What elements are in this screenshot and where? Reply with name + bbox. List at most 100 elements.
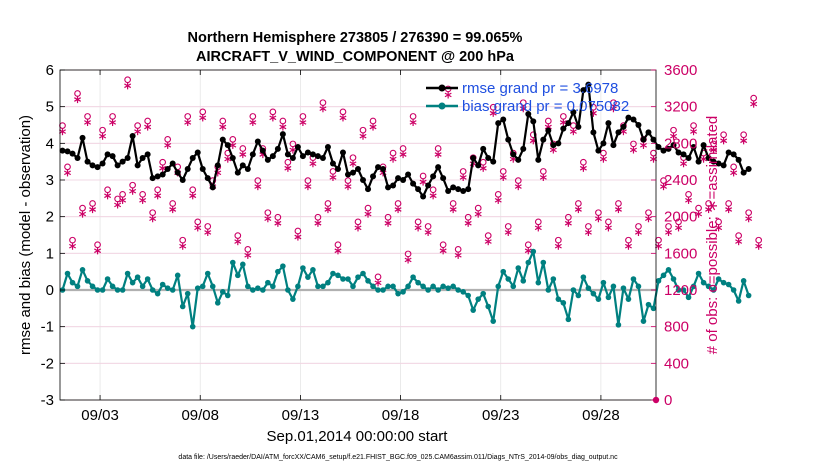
bias-point <box>595 296 602 302</box>
rmse-point <box>189 155 196 161</box>
obs-assimilated-marker <box>269 114 277 122</box>
obs-assimilated-marker <box>639 141 647 149</box>
rmse-point <box>710 158 717 165</box>
y2-tick-label: 2800 <box>664 135 697 152</box>
bias-point <box>310 267 316 273</box>
obs-assimilated-marker <box>334 247 342 255</box>
rmse-point <box>670 142 677 149</box>
obs-assimilated-marker <box>474 210 482 218</box>
bias-point <box>184 290 191 297</box>
obs-assimilated-marker <box>680 160 688 168</box>
y2-tick-label: 400 <box>664 355 689 372</box>
rmse-point <box>610 142 617 149</box>
rmse-point <box>74 155 81 161</box>
obs-assimilated-marker <box>194 224 202 232</box>
bias-point <box>605 294 612 301</box>
rmse-point <box>254 138 261 145</box>
obs-assimilated-marker <box>84 118 92 127</box>
rmse-point <box>465 186 472 193</box>
bias-point <box>330 270 336 277</box>
rmse-point <box>685 155 692 161</box>
obs-assimilated-marker <box>564 219 572 227</box>
plot-frame <box>59 69 657 401</box>
rmse-point <box>490 158 497 165</box>
bias-point <box>290 296 296 302</box>
rmse-point <box>535 156 542 163</box>
rmse-point <box>725 149 732 156</box>
rmse-point <box>435 164 442 171</box>
rmse-point <box>179 177 186 183</box>
obs-assimilated-marker <box>239 150 247 159</box>
obs-assimilated-marker <box>670 132 678 140</box>
bias-point <box>600 279 607 286</box>
obs-assimilated-marker <box>114 201 122 209</box>
chart-title-line-1: Northern Hemisphere 273805 / 276390 = 99… <box>188 30 523 46</box>
obs-assimilated-marker <box>349 160 357 168</box>
obs-assimilated-marker <box>219 123 227 131</box>
bias-point <box>525 259 532 266</box>
obs-assimilated-marker <box>750 100 758 108</box>
bias-point <box>94 287 101 293</box>
obs-possible-marker <box>720 131 727 139</box>
rmse-point <box>495 120 502 127</box>
rmse-point <box>64 148 71 155</box>
rmse-point <box>355 166 361 172</box>
y-tick-label: 5 <box>46 99 54 116</box>
rmse-point <box>134 162 141 169</box>
bias-point <box>390 283 396 290</box>
bias-point <box>540 259 547 266</box>
bias-point <box>645 301 652 308</box>
rmse-point <box>184 166 191 172</box>
bias-point <box>420 283 426 290</box>
bias-point <box>490 318 497 324</box>
bias-point <box>189 323 196 330</box>
obs-assimilated-marker <box>504 228 512 237</box>
obs-assimilated-marker <box>499 173 507 182</box>
obs-assimilated-marker <box>119 196 127 204</box>
rmse-point <box>209 184 216 191</box>
bias-point <box>545 287 552 293</box>
rmse-point <box>375 164 382 171</box>
bias-point <box>275 268 281 275</box>
obs-assimilated-marker <box>284 164 292 172</box>
obs-assimilated-marker <box>614 205 622 214</box>
rmse-point <box>500 116 507 123</box>
bias-point <box>370 283 376 290</box>
bias-point <box>655 278 662 284</box>
bias-point <box>690 283 697 290</box>
bias-series <box>59 248 752 330</box>
bias-point <box>375 287 381 293</box>
obs-assimilated-marker <box>354 224 362 232</box>
rmse-point <box>460 188 467 194</box>
y2-tick-label: 1200 <box>664 282 697 299</box>
bias-point <box>194 285 201 291</box>
obs-assimilated-marker <box>369 123 377 131</box>
bias-point <box>405 283 411 290</box>
rmse-point <box>159 171 166 178</box>
rmse-point <box>59 147 66 154</box>
rmse-point <box>635 122 642 128</box>
bias-point <box>725 281 732 288</box>
bias-point <box>425 287 431 293</box>
bias-point <box>485 303 492 310</box>
rmse-point <box>390 182 397 189</box>
obs-assimilated-marker <box>374 279 382 287</box>
obs-assimilated-marker <box>229 141 237 149</box>
bias-point <box>495 283 502 290</box>
rmse-point <box>740 169 747 176</box>
plot-area <box>60 70 656 400</box>
rmse-point <box>299 153 306 160</box>
y-tick-label: 2 <box>46 209 54 226</box>
bias-point <box>665 267 672 273</box>
rmse-point <box>104 151 111 158</box>
bias-point <box>695 270 702 277</box>
obs-assimilated-marker <box>735 237 743 246</box>
obs-possible-marker <box>740 131 747 139</box>
obs-assimilated-marker <box>484 237 492 246</box>
obs-assimilated-marker <box>184 118 192 127</box>
obs-possible-marker <box>655 236 662 244</box>
bias-point <box>705 283 712 290</box>
rmse-point <box>505 136 512 143</box>
bias-point <box>555 296 562 302</box>
bias-point <box>84 278 91 284</box>
